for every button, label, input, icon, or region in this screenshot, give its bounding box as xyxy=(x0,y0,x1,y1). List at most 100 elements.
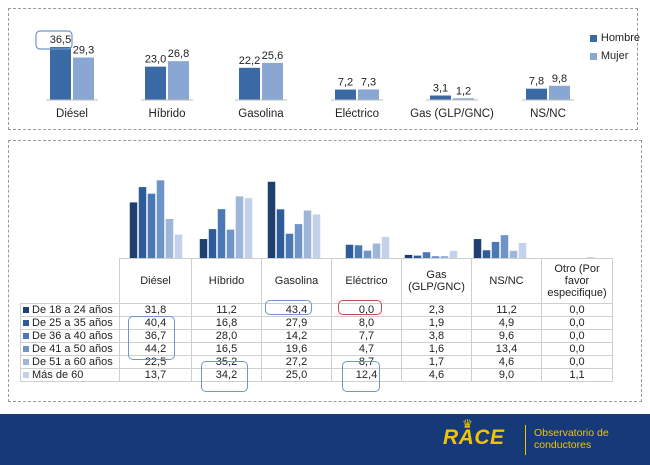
table-cell: 0,0 xyxy=(541,316,613,330)
bar-age-0-2 xyxy=(267,181,276,259)
table-cell: 1,7 xyxy=(401,355,472,369)
highlight-electrico-18-24 xyxy=(338,300,382,315)
bar-age-1-4 xyxy=(413,255,422,259)
bar-hombre-2 xyxy=(239,67,260,100)
bar-age-2-2 xyxy=(285,233,294,259)
table-row: De 25 a 35 años 40,4 16,8 27,9 8,0 1,9 4,9 0,0 xyxy=(20,316,613,330)
footer-subtitle-line2: conductores xyxy=(534,439,592,451)
legend-swatch xyxy=(23,359,29,366)
race-logo: RACE xyxy=(443,426,505,449)
bar-age-3-0 xyxy=(156,180,165,259)
legend-swatch xyxy=(23,320,29,327)
highlight-diesel-25-60 xyxy=(128,316,175,360)
bar-hombre-4 xyxy=(430,95,451,100)
row-label: Más de 60 xyxy=(20,368,120,382)
footer-separator xyxy=(525,425,526,455)
bar-mujer-2 xyxy=(262,62,283,100)
bar-age-3-4 xyxy=(431,256,440,259)
table-header: NS/NC xyxy=(471,258,542,304)
bar-age-5-1 xyxy=(244,198,253,259)
bar-age-4-1 xyxy=(235,196,244,259)
table-cell: 27,2 xyxy=(261,355,332,369)
value-label: 22,2 xyxy=(239,55,260,67)
table-cell: 25,0 xyxy=(261,368,332,382)
value-label: 25,6 xyxy=(262,50,283,62)
category-label: Híbrido xyxy=(148,108,185,120)
bar-age-5-2 xyxy=(312,214,321,259)
value-label: 1,2 xyxy=(456,85,471,97)
bar-hombre-5 xyxy=(526,88,547,100)
bar-age-3-3 xyxy=(363,250,372,259)
category-label: Eléctrico xyxy=(335,108,379,120)
bar-age-0-1 xyxy=(199,239,208,259)
table-cell: 16,8 xyxy=(191,316,262,330)
footer-bar xyxy=(0,414,650,465)
category-label: NS/NC xyxy=(530,108,566,120)
table-header: Gas (GLP/GNC) xyxy=(401,258,472,304)
footer-subtitle: Observatorio de conductores xyxy=(534,427,634,451)
table-row: De 18 a 24 años 31,8 11,2 43,4 0,0 2,3 11,2 0,0 xyxy=(20,303,613,317)
category-label: Gasolina xyxy=(238,108,284,120)
table-cell: 9,0 xyxy=(471,368,542,382)
table-cell: 4,7 xyxy=(331,342,402,356)
table-cell: 44,2 xyxy=(119,342,192,356)
age-bar-chart xyxy=(129,180,595,259)
bar-age-0-5 xyxy=(473,239,482,259)
bar-age-4-2 xyxy=(303,210,312,259)
table-header: Otro (Por favor especifique) xyxy=(541,258,613,304)
table-header: Gasolina xyxy=(261,258,332,304)
table-cell: 11,2 xyxy=(471,303,542,317)
value-label: 3,1 xyxy=(433,83,448,95)
bar-age-3-2 xyxy=(294,224,303,259)
age-data-table: Diésel Híbrido Gasolina Eléctrico Gas (GLP/G… xyxy=(20,258,613,382)
table-header: Híbrido xyxy=(191,258,262,304)
gender-legend: Hombre Mujer xyxy=(589,32,640,68)
bar-mujer-1 xyxy=(168,61,189,100)
bar-age-4-5 xyxy=(509,250,518,259)
value-label: 36,5 xyxy=(50,34,71,46)
bar-age-2-0 xyxy=(147,193,156,259)
table-row: De 41 a 50 años 44,2 16,5 19,6 4,7 1,6 13,4 0,0 xyxy=(20,342,613,356)
bar-hombre-3 xyxy=(335,89,356,100)
table-cell: 4,9 xyxy=(471,316,542,330)
race-crown-icon: ♛ xyxy=(462,417,473,431)
bar-mujer-3 xyxy=(358,89,379,100)
table-cell: 19,6 xyxy=(261,342,332,356)
bar-age-2-1 xyxy=(217,209,226,259)
value-label: 29,3 xyxy=(73,45,94,57)
value-label: 26,8 xyxy=(168,48,189,60)
table-cell: 14,2 xyxy=(261,329,332,343)
highlight-gasolina-18-24 xyxy=(265,300,312,315)
legend-label: Mujer xyxy=(600,50,629,62)
bar-age-2-5 xyxy=(491,241,500,259)
bar-age-5-3 xyxy=(381,236,390,259)
table-row: De 36 a 40 años 36,7 28,0 14,2 7,7 3,8 9,6 0,0 xyxy=(20,329,613,343)
legend-swatch xyxy=(23,346,29,353)
row-label: De 41 a 50 años xyxy=(20,342,120,356)
table-cell: 0,0 xyxy=(541,355,613,369)
table-header: Eléctrico xyxy=(331,258,402,304)
bar-mujer-0 xyxy=(73,57,94,100)
table-cell: 8,0 xyxy=(331,316,402,330)
table-cell: 31,8 xyxy=(119,303,192,317)
row-label: De 25 a 35 años xyxy=(20,316,120,330)
bar-age-5-0 xyxy=(174,234,183,259)
legend-item: Hombre xyxy=(589,32,640,44)
bar-age-1-0 xyxy=(138,187,147,259)
table-cell: 1,6 xyxy=(401,342,472,356)
highlight-diesel-hombre xyxy=(35,30,73,50)
row-label: De 18 a 24 años xyxy=(20,303,120,317)
table-cell: 0,0 xyxy=(541,303,613,317)
table-cell: 4,6 xyxy=(401,368,472,382)
bar-mujer-5 xyxy=(549,85,570,100)
bar-hombre-1 xyxy=(145,66,166,100)
table-cell: 9,6 xyxy=(471,329,542,343)
category-label: Diésel xyxy=(56,108,88,120)
bar-age-4-4 xyxy=(440,255,449,259)
bar-age-3-1 xyxy=(226,229,235,259)
legend-swatch xyxy=(23,307,29,314)
table-cell: 1,1 xyxy=(541,368,613,382)
table-header: Diésel xyxy=(119,258,192,304)
table-cell: 0,0 xyxy=(541,342,613,356)
category-label: Gas (GLP/GNC) xyxy=(410,108,494,120)
